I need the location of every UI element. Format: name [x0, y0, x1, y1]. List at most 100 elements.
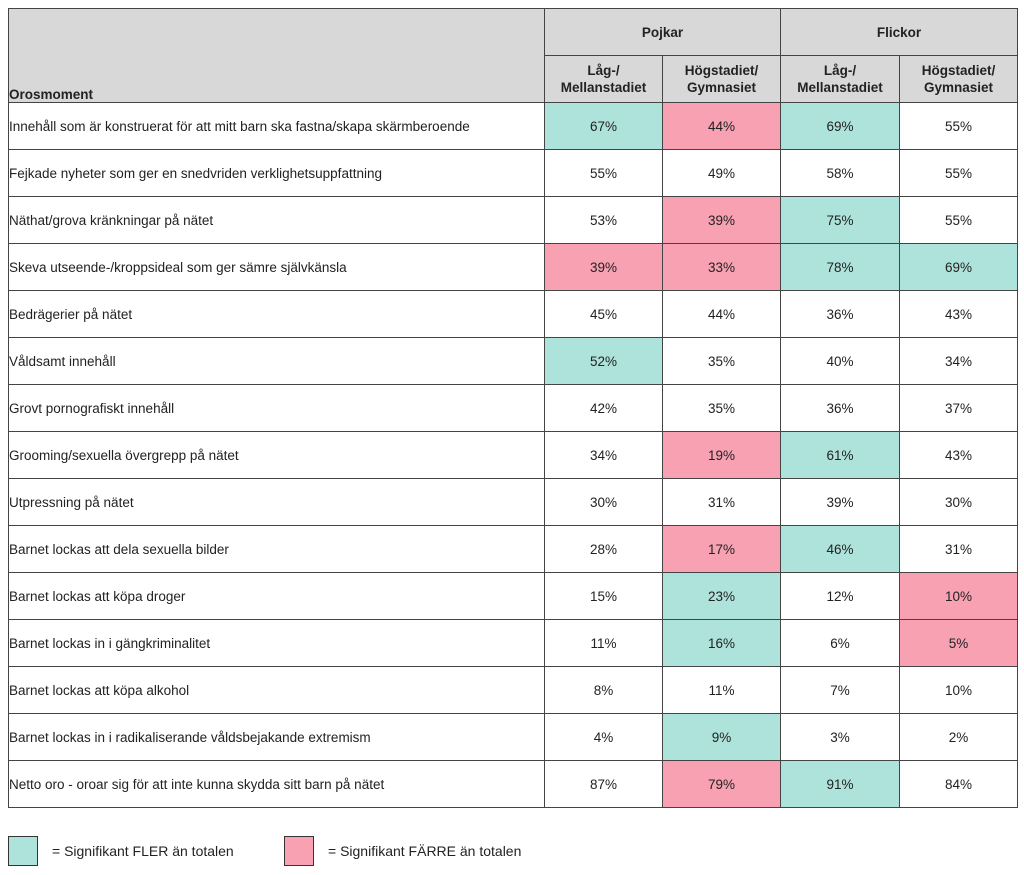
value-cell: 30%	[544, 478, 663, 526]
row-label: Fejkade nyheter som ger en snedvriden ve…	[8, 149, 545, 197]
value-cell: 35%	[662, 337, 781, 385]
header-orosmoment: Orosmoment	[8, 8, 545, 103]
table-row: Utpressning på nätet 30% 31% 39% 30%	[8, 478, 1019, 526]
row-label: Barnet lockas in i radikaliserande vålds…	[8, 713, 545, 761]
value-cell: 11%	[662, 666, 781, 714]
row-label: Innehåll som är konstruerat för att mitt…	[8, 102, 545, 150]
value-cell: 46%	[780, 525, 900, 573]
value-cell: 52%	[544, 337, 663, 385]
legend-swatch-more	[8, 836, 38, 866]
row-label: Skeva utseende-/kroppsideal som ger sämr…	[8, 243, 545, 291]
table-row: Netto oro - oroar sig för att inte kunna…	[8, 760, 1019, 808]
subheader-pojkar-hog-gymn: Högstadiet/Gymnasiet	[662, 55, 781, 103]
orosmoment-table: Orosmoment Pojkar Flickor Låg-/Mellansta…	[8, 8, 1019, 808]
value-cell: 44%	[662, 102, 781, 150]
value-cell: 19%	[662, 431, 781, 479]
value-cell: 75%	[780, 196, 900, 244]
value-cell: 42%	[544, 384, 663, 432]
value-cell: 30%	[898, 478, 1019, 526]
value-cell: 61%	[780, 431, 900, 479]
value-cell: 7%	[780, 666, 900, 714]
value-cell: 9%	[662, 713, 781, 761]
value-cell: 67%	[544, 102, 663, 150]
row-label: Barnet lockas in i gängkriminalitet	[8, 619, 545, 667]
value-cell: 33%	[662, 243, 781, 291]
value-cell: 44%	[662, 290, 781, 338]
value-cell: 6%	[780, 619, 900, 667]
value-cell: 3%	[780, 713, 900, 761]
value-cell: 43%	[898, 290, 1019, 338]
value-cell: 45%	[544, 290, 663, 338]
row-label: Våldsamt innehåll	[8, 337, 545, 385]
value-cell: 36%	[780, 290, 900, 338]
value-cell: 40%	[780, 337, 900, 385]
table-row: Barnet lockas in i radikaliserande vålds…	[8, 713, 1019, 761]
table-row: Bedrägerier på nätet 45% 44% 36% 43%	[8, 290, 1019, 338]
value-cell: 31%	[898, 525, 1019, 573]
value-cell: 43%	[898, 431, 1019, 479]
value-cell: 5%	[898, 619, 1019, 667]
value-cell: 39%	[662, 196, 781, 244]
value-cell: 15%	[544, 572, 663, 620]
value-cell: 11%	[544, 619, 663, 667]
value-cell: 31%	[662, 478, 781, 526]
table-row: Skeva utseende-/kroppsideal som ger sämr…	[8, 243, 1019, 291]
legend-more: = Signifikant FLER än totalen	[8, 835, 234, 867]
row-label: Grovt pornografiskt innehåll	[8, 384, 545, 432]
row-label: Barnet lockas att dela sexuella bilder	[8, 525, 545, 573]
value-cell: 49%	[662, 149, 781, 197]
row-label: Grooming/sexuella övergrepp på nätet	[8, 431, 545, 479]
table-row: Grovt pornografiskt innehåll 42% 35% 36% 37%	[8, 384, 1019, 432]
value-cell: 78%	[780, 243, 900, 291]
legend-swatch-fewer	[284, 836, 314, 866]
table-row: Innehåll som är konstruerat för att mitt…	[8, 102, 1019, 150]
table-row: Barnet lockas att köpa droger 15% 23% 12% 10…	[8, 572, 1019, 620]
table-row: Barnet lockas in i gängkriminalitet 11% 16…	[8, 619, 1019, 667]
value-cell: 16%	[662, 619, 781, 667]
value-cell: 69%	[898, 243, 1019, 291]
row-label: Barnet lockas att köpa droger	[8, 572, 545, 620]
value-cell: 55%	[898, 102, 1019, 150]
row-label: Bedrägerier på nätet	[8, 290, 545, 338]
row-label: Näthat/grova kränkningar på nätet	[8, 196, 545, 244]
legend-fewer: = Signifikant FÄRRE än totalen	[284, 835, 521, 867]
legend-text-fewer: = Signifikant FÄRRE än totalen	[328, 843, 522, 859]
value-cell: 17%	[662, 525, 781, 573]
value-cell: 37%	[898, 384, 1019, 432]
table-row: Barnet lockas att köpa alkohol 8% 11% 7% 10%	[8, 666, 1019, 714]
value-cell: 35%	[662, 384, 781, 432]
legend-text-more: = Signifikant FLER än totalen	[52, 843, 234, 859]
value-cell: 53%	[544, 196, 663, 244]
value-cell: 28%	[544, 525, 663, 573]
value-cell: 58%	[780, 149, 900, 197]
value-cell: 34%	[544, 431, 663, 479]
header-group-pojkar: Pojkar	[544, 8, 781, 56]
value-cell: 10%	[898, 572, 1019, 620]
value-cell: 55%	[544, 149, 663, 197]
value-cell: 4%	[544, 713, 663, 761]
value-cell: 91%	[780, 760, 900, 808]
value-cell: 55%	[898, 196, 1019, 244]
header-group-flickor: Flickor	[779, 8, 1019, 56]
table-row: Våldsamt innehåll 52% 35% 40% 34%	[8, 337, 1019, 385]
value-cell: 34%	[898, 337, 1019, 385]
table-row: Näthat/grova kränkningar på nätet 53% 39% 7…	[8, 196, 1019, 244]
value-cell: 87%	[544, 760, 663, 808]
value-cell: 36%	[780, 384, 900, 432]
subheader-pojkar-lag-mellan: Låg-/Mellanstadiet	[544, 55, 663, 103]
value-cell: 39%	[780, 478, 900, 526]
table-row: Fejkade nyheter som ger en snedvriden ve…	[8, 149, 1019, 197]
row-label: Netto oro - oroar sig för att inte kunna…	[8, 760, 545, 808]
row-label: Utpressning på nätet	[8, 478, 545, 526]
value-cell: 69%	[780, 102, 900, 150]
table-row: Barnet lockas att dela sexuella bilder 28…	[8, 525, 1019, 573]
value-cell: 55%	[898, 149, 1019, 197]
subheader-flickor-hog-gymn: Högstadiet/Gymnasiet	[898, 55, 1019, 103]
value-cell: 12%	[780, 572, 900, 620]
value-cell: 79%	[662, 760, 781, 808]
value-cell: 10%	[898, 666, 1019, 714]
subheader-flickor-lag-mellan: Låg-/Mellanstadiet	[780, 55, 900, 103]
value-cell: 8%	[544, 666, 663, 714]
value-cell: 2%	[898, 713, 1019, 761]
table-row: Grooming/sexuella övergrepp på nätet 34% 1…	[8, 431, 1019, 479]
